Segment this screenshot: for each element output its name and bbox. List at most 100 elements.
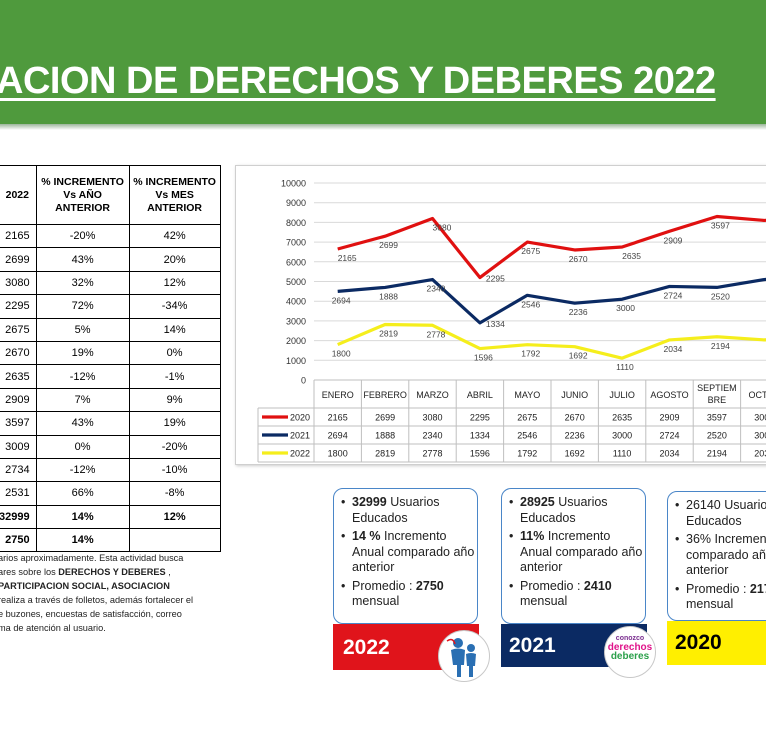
banner-year: 2021 xyxy=(509,634,556,657)
table-row: 2670 19% 0% xyxy=(0,340,221,366)
table-cell: 2635 xyxy=(0,364,37,389)
table-cell-label: 3080 xyxy=(422,413,442,423)
table-cell: 32999 xyxy=(0,504,37,530)
table-cell: 2670 xyxy=(0,340,37,366)
x-tick-label: MAYO xyxy=(514,390,540,400)
logo-text: deberes xyxy=(610,651,650,662)
table-cell-label: 2819 xyxy=(375,449,395,459)
data-label: 2340 xyxy=(427,284,446,294)
y-tick-label: 3000 xyxy=(286,316,306,326)
table-cell: -12% xyxy=(35,364,130,389)
table-cell-label: 1800 xyxy=(328,449,348,459)
table-cell: 2909 xyxy=(0,387,37,413)
table-row: 2734 -12% -10% xyxy=(0,457,221,483)
card-text: 32999 Usuarios Educados 14 % Incremento … xyxy=(340,495,477,613)
page-title: ACION DE DERECHOS Y DEBERES 2022 xyxy=(0,60,716,102)
table-cell: 32% xyxy=(35,270,130,296)
table-cell: 19% xyxy=(128,411,221,436)
column-header: 2022 xyxy=(0,165,37,225)
x-tick-label: ENERO xyxy=(322,390,354,400)
summary-card-2020: 26140 Usuarios Educados 36% Incremento c… xyxy=(667,491,766,621)
table-cell: 2531 xyxy=(0,481,37,506)
table-cell-label: 1888 xyxy=(375,431,395,441)
table-cell-label: 2340 xyxy=(422,431,442,441)
conozco-logo: conozco derechos deberes xyxy=(604,626,656,678)
table-cell: 3009 xyxy=(0,434,37,459)
table-cell: -1% xyxy=(128,364,221,389)
data-label: 1888 xyxy=(379,291,398,301)
data-label: 3080 xyxy=(433,222,452,232)
table-cell-label: 2295 xyxy=(470,413,490,423)
y-tick-label: 1000 xyxy=(286,356,306,366)
table-cell: 7% xyxy=(35,387,130,413)
card-bullet: Promedio : 2410 mensual xyxy=(508,579,645,610)
table-cell: 72% xyxy=(35,294,130,319)
table-cell: 14% xyxy=(35,504,130,530)
table-cell-label: 2909 xyxy=(659,413,679,423)
table-cell: -10% xyxy=(128,457,221,483)
table-cell xyxy=(128,528,221,553)
table-row: 3009 0% -20% xyxy=(0,434,221,459)
card-bullet: 26140 Usuarios Educados xyxy=(674,498,766,529)
table-cell-label: 2165 xyxy=(328,413,348,423)
table-cell-label: 3597 xyxy=(707,413,727,423)
table-cell: 0% xyxy=(128,340,221,366)
table-row: 3597 43% 19% xyxy=(0,411,221,436)
table-cell: 2675 xyxy=(0,317,37,342)
table-row: 2675 5% 14% xyxy=(0,317,221,342)
table-row: 2699 43% 20% xyxy=(0,247,221,272)
x-tick-label: FEBRERO xyxy=(363,390,407,400)
data-label: 3597 xyxy=(711,220,730,230)
card-bullet: Promedio : 2750 mensual xyxy=(340,579,477,610)
table-cell: 42% xyxy=(128,223,221,249)
data-label: 2236 xyxy=(569,307,588,317)
data-label: 2778 xyxy=(427,329,446,339)
data-label: 2295 xyxy=(486,274,505,284)
description-line: arios aproximadamente. Esta actividad bu… xyxy=(0,553,184,563)
table-cell: 0% xyxy=(35,434,130,459)
table-cell-label: 2236 xyxy=(565,431,585,441)
y-tick-label: 6000 xyxy=(286,257,306,267)
legend-label: 2022 xyxy=(290,449,310,459)
table-row: 2295 72% -34% xyxy=(0,294,221,319)
table-cell-label: 2670 xyxy=(565,413,585,423)
x-tick-label: ABRIL xyxy=(467,390,493,400)
table-cell-label: 1110 xyxy=(613,449,632,459)
data-label: 2635 xyxy=(622,251,641,261)
x-tick-label: SEPTIEM xyxy=(697,383,737,393)
data-label: 2699 xyxy=(379,240,398,250)
line-chart-panel: 0 1000 2000 3000 4000 5000 6000 7000 8000 9000 100… xyxy=(235,165,766,465)
data-label: 2546 xyxy=(521,299,540,309)
data-label: 1692 xyxy=(569,351,588,361)
table-cell: -20% xyxy=(35,223,130,249)
table-row: 2750 14% xyxy=(0,528,221,553)
table-cell: 3597 xyxy=(0,411,37,436)
table-cell: 66% xyxy=(35,481,130,506)
y-tick-label: 0 xyxy=(301,376,306,386)
summary-card-2022: 32999 Usuarios Educados 14 % Incremento … xyxy=(333,488,478,624)
header-shadow xyxy=(0,124,766,130)
y-tick-label: 7000 xyxy=(286,238,306,248)
table-row: 2531 66% -8% xyxy=(0,481,221,506)
family-icon xyxy=(438,630,490,682)
table-cell: 9% xyxy=(128,387,221,413)
table-cell: 2165 xyxy=(0,223,37,249)
legend-label: 2020 xyxy=(290,413,310,423)
y-tick-label: 8000 xyxy=(286,218,306,228)
card-bullet: 14 % Incremento Anual comparado año ante… xyxy=(340,529,477,576)
data-label: 2165 xyxy=(338,253,357,263)
logo-text: derechos xyxy=(607,642,653,653)
table-row: 2909 7% 9% xyxy=(0,387,221,413)
column-header: % INCREMENTO Vs MES ANTERIOR xyxy=(128,165,221,225)
card-text: 26140 Usuarios Educados 36% Incremento c… xyxy=(674,498,766,616)
y-tick-label: 9000 xyxy=(286,198,306,208)
banner-year: 2022 xyxy=(343,636,390,659)
table-cell: 2750 xyxy=(0,528,37,553)
data-label: 2909 xyxy=(664,235,683,245)
card-bullet: 32999 Usuarios Educados xyxy=(340,495,477,526)
table-cell-label: 1792 xyxy=(517,449,537,459)
table-row: 2635 -12% -1% xyxy=(0,364,221,389)
table-cell-label: 2675 xyxy=(517,413,537,423)
y-tick-label: 10000 xyxy=(281,179,306,189)
table-cell-label: 2699 xyxy=(375,413,395,423)
